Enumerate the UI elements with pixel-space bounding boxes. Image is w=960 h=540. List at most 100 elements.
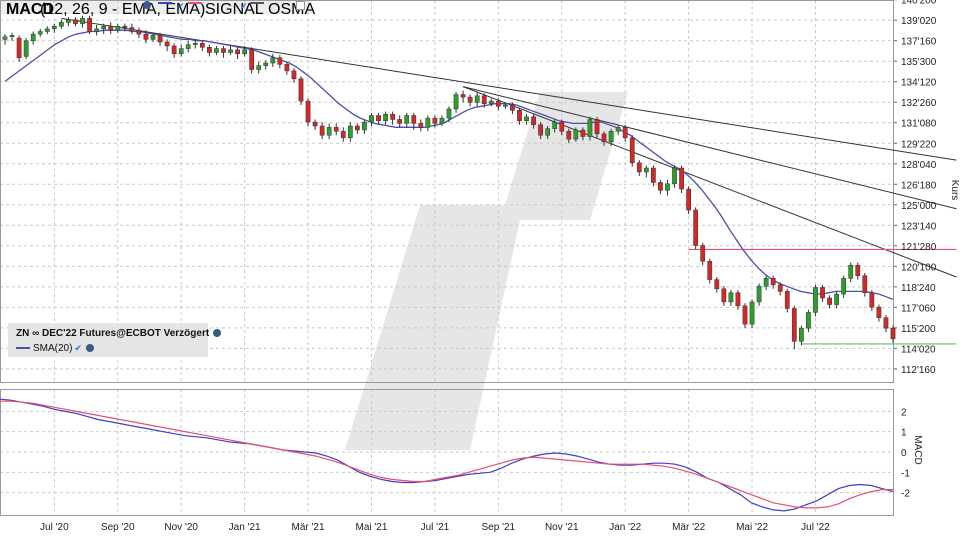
candle: [693, 207, 699, 250]
checkbox-icon[interactable]: [296, 1, 305, 10]
candle-body: [869, 292, 875, 308]
candle-body: [390, 113, 395, 120]
candle: [524, 114, 529, 125]
candle: [129, 23, 135, 35]
macd-tick-label: 0: [901, 448, 907, 459]
time-tick-label: Mär '22: [672, 522, 705, 533]
price-tick-label: 139'020: [901, 16, 937, 27]
candle: [136, 27, 142, 39]
candle: [601, 131, 607, 146]
candle-body: [383, 113, 388, 122]
price-tick-label: 131'080: [901, 119, 937, 130]
candle: [636, 160, 642, 176]
candle: [51, 23, 57, 33]
candle-body: [559, 121, 565, 132]
candle: [756, 283, 762, 306]
candle-body: [298, 78, 304, 102]
price-tick-label: 121'280: [901, 242, 937, 253]
gear-icon[interactable]: [213, 329, 222, 338]
candle-body: [580, 129, 586, 137]
candle-body: [411, 115, 417, 124]
candle: [66, 17, 71, 27]
macd-tick-label: 2: [901, 407, 907, 418]
candlesticks: [2, 15, 896, 350]
candle: [531, 114, 536, 129]
candle-body: [665, 183, 670, 191]
trendline: [462, 86, 957, 210]
candle-body: [643, 167, 649, 173]
candle-body: [178, 48, 184, 55]
candle: [178, 44, 184, 57]
candle: [517, 107, 522, 125]
candle-body: [30, 33, 36, 41]
check-icon[interactable]: ✔: [74, 343, 82, 353]
candle-body: [784, 291, 790, 309]
candle: [700, 242, 706, 266]
price-tick-label: 123'140: [901, 221, 937, 232]
candle: [460, 90, 466, 103]
candle-body: [143, 33, 149, 40]
price-tick-label: 126'180: [901, 180, 937, 191]
candle-body: [235, 49, 240, 55]
time-tick-label: Sep '21: [482, 522, 516, 533]
candle-body: [841, 278, 847, 295]
candle: [848, 262, 854, 283]
candle: [665, 179, 670, 196]
candle-body: [566, 131, 572, 140]
check-icon[interactable]: ✔: [177, 1, 185, 11]
candle: [30, 31, 36, 45]
price-axis-labels: 140'200 139'020 137'160 135'300 134'120 132'2…: [901, 0, 937, 376]
candle: [171, 43, 177, 58]
candle-body: [770, 278, 776, 286]
time-tick-label: Mai '22: [736, 522, 768, 533]
candle-body: [326, 127, 332, 136]
candle: [108, 22, 114, 35]
candle-body: [601, 133, 607, 143]
candle: [249, 47, 255, 74]
signal-legend-label: SIGNAL: [205, 1, 264, 18]
candle: [16, 35, 22, 62]
candle-body: [263, 62, 269, 66]
candle: [80, 15, 85, 28]
price-tick-label: 112'160: [901, 365, 936, 376]
candle: [122, 23, 128, 32]
gear-icon[interactable]: [143, 1, 151, 9]
candle: [305, 98, 311, 127]
price-tick-label: 125'000: [901, 201, 937, 212]
candle: [94, 24, 99, 36]
candle: [467, 94, 473, 107]
candle-body: [721, 288, 727, 303]
candle: [869, 290, 875, 312]
candle-body: [397, 119, 403, 124]
watermark-logo: [345, 92, 628, 450]
candle-body: [446, 108, 452, 119]
candle: [890, 325, 896, 343]
candle: [559, 119, 565, 136]
candle-body: [876, 306, 882, 318]
candle: [150, 32, 156, 43]
price-axis-title: Kurs: [949, 180, 960, 201]
instrument-name: ZN ∞ DEC'22 Futures@ECBOT Verzögert: [16, 328, 210, 339]
candle: [101, 23, 107, 35]
candle-body: [369, 115, 374, 123]
candle-body: [312, 121, 318, 127]
candle: [651, 165, 656, 187]
candle-body: [242, 49, 247, 55]
candle: [784, 288, 790, 313]
candle: [749, 299, 755, 329]
candle: [503, 102, 508, 109]
candle: [594, 116, 600, 138]
panel-frames: [0, 0, 894, 516]
check-icon[interactable]: ✔: [240, 1, 248, 11]
candle: [418, 119, 424, 132]
candle-body: [171, 45, 177, 55]
time-tick-label: Jul '22: [801, 522, 830, 533]
candle-body: [488, 100, 494, 104]
candle-body: [439, 117, 445, 124]
candle: [446, 106, 452, 123]
gear-icon[interactable]: [86, 344, 94, 353]
candle-body: [481, 95, 487, 104]
candle: [207, 44, 212, 57]
candle: [44, 26, 50, 35]
candle-body: [707, 260, 713, 280]
